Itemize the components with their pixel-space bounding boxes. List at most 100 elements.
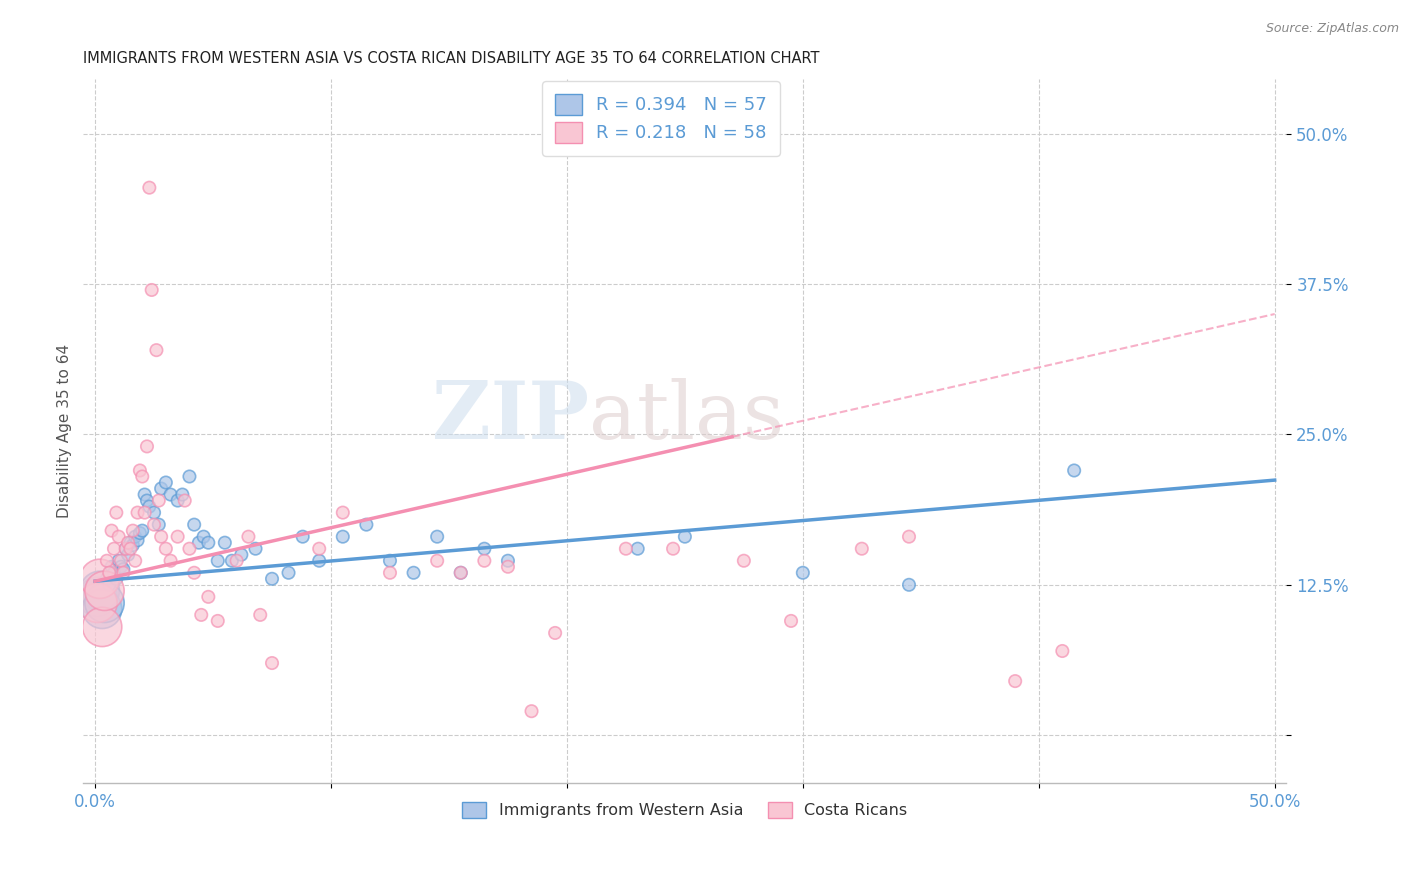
Point (148, 493, 170, 508)
Point (1004, 674, 1026, 689)
Point (197, 535, 219, 549)
Point (520, 704, 543, 718)
Point (120, 541, 142, 556)
Point (627, 541, 650, 556)
Point (245, 541, 267, 556)
Point (86, 596, 108, 610)
Point (134, 487, 156, 501)
Text: ZIP: ZIP (432, 378, 589, 457)
Point (159, 487, 181, 501)
Point (127, 506, 149, 520)
Point (450, 566, 472, 580)
Point (851, 541, 873, 556)
Point (183, 517, 205, 532)
Point (121, 538, 143, 552)
Point (120, 535, 142, 549)
Point (138, 180, 160, 194)
Legend: Immigrants from Western Asia, Costa Ricans: Immigrants from Western Asia, Costa Rica… (456, 796, 914, 825)
Point (1052, 644, 1074, 658)
Point (260, 656, 283, 670)
Point (121, 524, 143, 538)
Point (207, 614, 229, 628)
Point (114, 541, 136, 556)
Point (110, 559, 132, 574)
Point (117, 548, 139, 562)
Point (93, 583, 115, 598)
Point (150, 482, 173, 496)
Point (129, 526, 152, 541)
Point (472, 541, 495, 556)
Point (1063, 463, 1085, 477)
Point (291, 530, 314, 544)
Point (117, 535, 139, 549)
Point (898, 530, 921, 544)
Point (673, 530, 696, 544)
Point (93, 596, 115, 610)
Point (143, 517, 166, 532)
Point (138, 500, 160, 514)
Point (143, 506, 166, 520)
Point (100, 559, 122, 574)
Point (166, 530, 188, 544)
Point (131, 469, 153, 483)
Point (207, 554, 229, 568)
Point (127, 533, 149, 548)
Point (496, 554, 519, 568)
Point (129, 463, 152, 477)
Point (356, 517, 378, 532)
Point (150, 530, 173, 544)
Point (173, 493, 195, 508)
Point (249, 607, 271, 622)
Point (792, 566, 814, 580)
Text: Source: ZipAtlas.com: Source: ZipAtlas.com (1265, 22, 1399, 36)
Point (183, 566, 205, 580)
Point (134, 506, 156, 520)
Point (91, 602, 114, 616)
Point (426, 530, 449, 544)
Point (98, 566, 121, 580)
Point (107, 530, 129, 544)
Point (98, 578, 121, 592)
Point (166, 493, 188, 508)
Point (214, 535, 236, 549)
Point (86, 590, 108, 604)
Point (898, 578, 921, 592)
Point (426, 554, 449, 568)
Point (614, 541, 637, 556)
Point (179, 469, 201, 483)
Point (124, 554, 146, 568)
Point (105, 506, 128, 520)
Point (172, 487, 194, 501)
Point (136, 439, 159, 453)
Point (112, 562, 135, 576)
Point (332, 530, 354, 544)
Point (308, 541, 330, 556)
Point (277, 566, 299, 580)
Y-axis label: Disability Age 35 to 64: Disability Age 35 to 64 (58, 344, 72, 518)
Point (378, 566, 401, 580)
Point (238, 530, 260, 544)
Point (308, 554, 330, 568)
Point (221, 554, 243, 568)
Point (141, 283, 163, 297)
Point (124, 530, 146, 544)
Point (105, 572, 128, 586)
Point (96, 572, 118, 586)
Point (733, 554, 755, 568)
Point (155, 475, 177, 490)
Point (179, 541, 201, 556)
Point (136, 493, 159, 508)
Point (544, 626, 567, 640)
Point (107, 554, 129, 568)
Point (145, 343, 167, 358)
Point (190, 607, 212, 622)
Point (100, 524, 122, 538)
Point (155, 541, 177, 556)
Text: IMMIGRANTS FROM WESTERN ASIA VS COSTA RICAN DISABILITY AGE 35 TO 64 CORRELATION : IMMIGRANTS FROM WESTERN ASIA VS COSTA RI… (83, 51, 820, 66)
Point (187, 535, 209, 549)
Point (231, 548, 253, 562)
Point (89, 583, 111, 598)
Point (472, 554, 495, 568)
Point (91, 620, 114, 634)
Point (332, 506, 354, 520)
